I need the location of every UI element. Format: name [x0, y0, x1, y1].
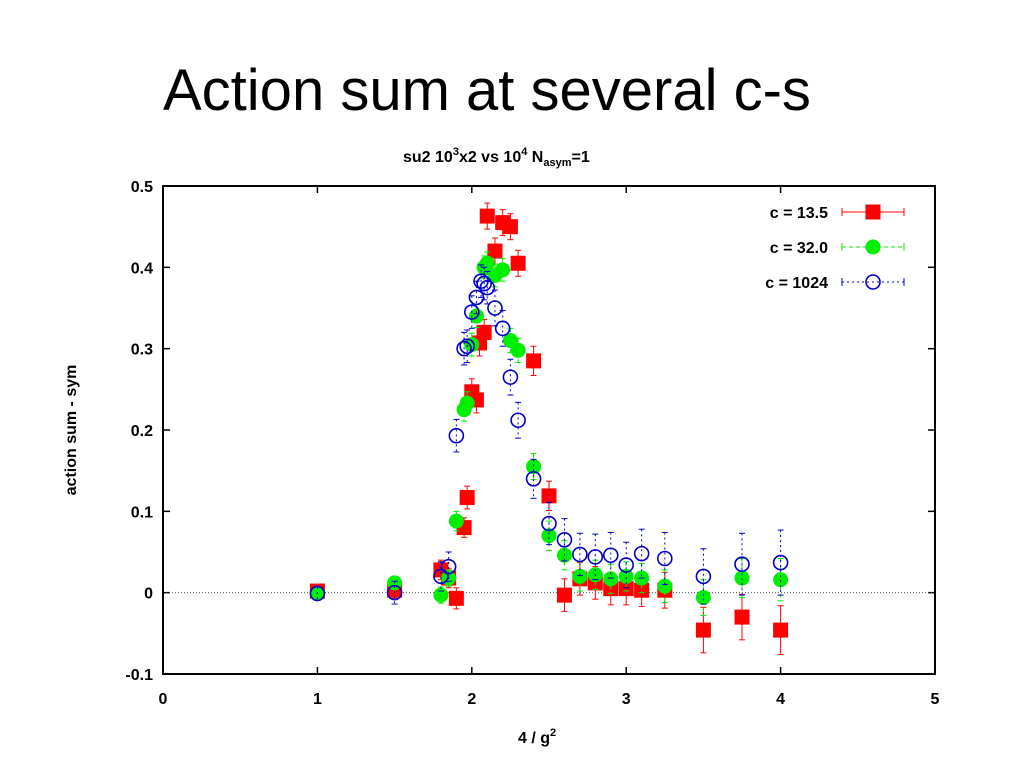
data-point	[459, 338, 475, 355]
x-tick-label: 3	[622, 691, 631, 708]
data-point	[734, 609, 750, 625]
legend-label: c = 32.0	[770, 240, 828, 257]
data-point	[657, 578, 673, 594]
x-axis-label-sup: 2	[550, 727, 556, 739]
series-0	[309, 202, 789, 655]
data-point	[618, 568, 634, 584]
data-point	[618, 557, 635, 573]
y-tick-label: 0.2	[131, 423, 153, 440]
legend-marker	[865, 274, 881, 290]
data-point	[510, 255, 526, 271]
plot-frame	[162, 185, 936, 675]
data-point	[463, 304, 480, 320]
data-point	[734, 570, 750, 586]
data-point	[448, 427, 465, 444]
data-point	[541, 515, 557, 532]
data-point	[468, 289, 485, 306]
data-point	[587, 549, 604, 565]
data-point	[656, 550, 673, 567]
data-point	[502, 219, 518, 235]
y-tick-label: -0.1	[125, 667, 153, 684]
y-tick-label: 0.4	[131, 260, 153, 277]
chart-series	[309, 202, 789, 655]
data-point	[309, 585, 326, 602]
data-point	[618, 581, 634, 597]
data-point	[526, 459, 542, 475]
data-point	[494, 320, 511, 337]
data-point	[459, 490, 475, 506]
data-point	[433, 568, 449, 585]
data-point	[526, 353, 542, 369]
legend-label: c = 13.5	[770, 205, 828, 222]
data-point	[695, 622, 711, 638]
data-point	[556, 531, 573, 548]
data-point	[479, 208, 495, 224]
data-point	[695, 568, 712, 585]
chart-title-sup2: 4	[521, 146, 528, 158]
y-tick-label: 0.5	[131, 179, 153, 196]
data-point	[556, 587, 572, 603]
x-tick-label: 0	[159, 691, 168, 708]
chart-legend: c = 13.5 c = 32.0 c = 1024	[765, 204, 905, 292]
data-point	[602, 547, 619, 564]
data-point	[603, 571, 619, 587]
data-point	[734, 556, 750, 573]
data-point	[448, 590, 464, 606]
data-point	[456, 340, 472, 357]
chart-title-prefix: su2 10	[403, 149, 453, 166]
chart-title-sup1: 3	[453, 146, 459, 158]
data-point	[487, 300, 503, 316]
data-point	[510, 342, 526, 358]
x-tick-label: 5	[931, 691, 940, 708]
chart-title-sub: asym	[543, 157, 571, 169]
data-point	[633, 545, 650, 562]
data-point	[773, 572, 789, 588]
x-tick-label: 2	[467, 691, 476, 708]
data-point	[433, 587, 449, 603]
chart-title-suffix: =1	[571, 149, 589, 166]
data-point	[468, 308, 484, 324]
slide-title: Action sum at several c-s	[163, 58, 811, 123]
data-point	[479, 279, 496, 296]
chart-title-n: N	[527, 149, 543, 166]
svg-text:su2 103x2 vs 104 Nasym=1: su2 103x2 vs 104 Nasym=1	[403, 146, 590, 169]
data-point	[487, 243, 503, 259]
data-point	[459, 395, 475, 411]
data-point	[495, 262, 511, 278]
data-point	[510, 412, 526, 429]
data-point	[440, 558, 457, 575]
data-point	[772, 554, 789, 571]
legend-marker	[865, 204, 881, 220]
x-axis-label-text: 4 / g	[518, 730, 550, 747]
y-tick-label: 0	[144, 586, 153, 603]
data-point	[448, 513, 464, 529]
chart-ticks: 0 1 2 3 4 5 -0.1 0 0.1 0.2 0.3 0.4 0.5	[125, 179, 939, 708]
legend-marker	[865, 239, 881, 255]
y-axis-label: action sum - sym	[63, 365, 80, 496]
data-point	[476, 324, 492, 340]
legend-label: c = 1024	[765, 275, 828, 292]
data-point	[502, 369, 519, 385]
data-point	[386, 584, 403, 601]
data-point	[572, 546, 588, 563]
data-point	[541, 528, 557, 544]
chart-title: su2 103x2 vs 104 Nasym=1	[403, 146, 590, 169]
y-tick-label: 0.3	[131, 342, 153, 359]
data-point	[572, 568, 588, 584]
series-1	[309, 251, 789, 616]
data-point	[773, 622, 789, 638]
series-2	[309, 264, 789, 605]
data-point	[541, 488, 557, 504]
data-point	[695, 590, 711, 606]
data-point	[525, 470, 542, 487]
data-point	[476, 275, 492, 292]
chart-title-mid: x2 vs 10	[459, 149, 521, 166]
x-tick-label: 4	[776, 691, 785, 708]
y-tick-label: 0.1	[131, 504, 153, 521]
data-point	[464, 337, 480, 353]
x-axis-label: 4 / g2	[518, 727, 556, 747]
data-point	[634, 582, 650, 598]
x-tick-label: 1	[313, 691, 322, 708]
